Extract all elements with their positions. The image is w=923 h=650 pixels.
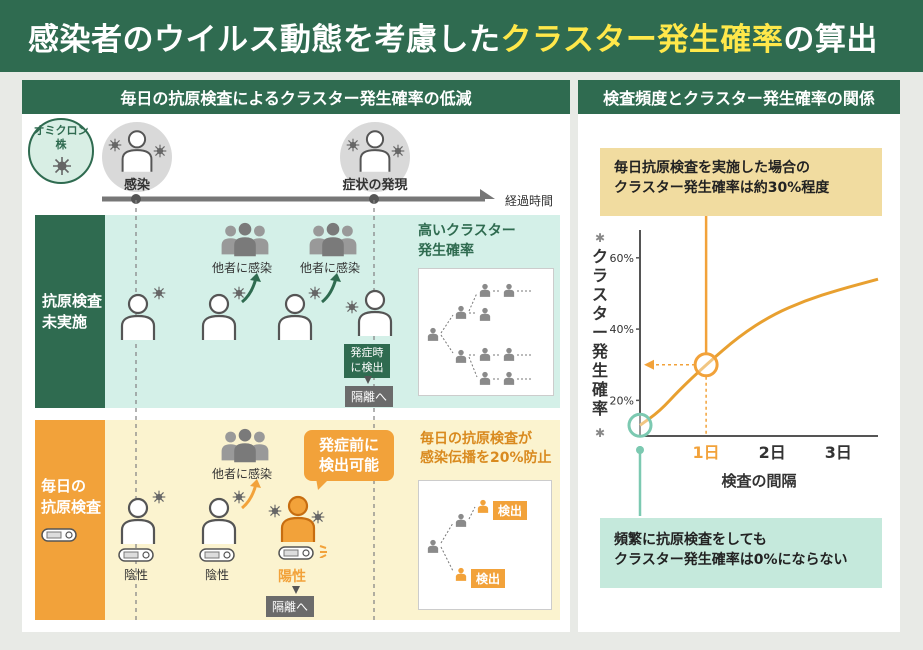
- detected-tag-2: 検出: [471, 569, 506, 588]
- virus-icon: [52, 156, 72, 176]
- virus-icon: [153, 144, 167, 158]
- y-axis-label-char: ラ: [592, 266, 608, 285]
- negative-label-1: 陰性: [124, 568, 149, 582]
- virus-icon: [152, 286, 166, 300]
- infection-label: 感染: [123, 178, 150, 193]
- virus-icon: [345, 300, 359, 314]
- series-line: [639, 277, 879, 427]
- detect-at-onset-tag: 発症時 に検出: [344, 344, 390, 378]
- right-panel-header: 検査頻度とクラスター発生確率の関係: [578, 80, 900, 114]
- group-icon: [218, 222, 272, 258]
- virus-mark-icon: ✱: [595, 426, 605, 440]
- highlight-marker: [693, 352, 719, 378]
- y-tick-label: 20%: [610, 394, 634, 407]
- positive-label: 陽性: [278, 569, 306, 585]
- arrow-down-icon: [292, 586, 300, 594]
- coughing-person-icon: [355, 288, 395, 338]
- y-axis-label-char: 生: [592, 361, 608, 380]
- antigen-kit-icon: [41, 528, 77, 542]
- prevent-transmission-label: 毎日の抗原検査が 感染伝播を20%防止: [420, 431, 552, 466]
- no-test-label: 抗原検査 未実施: [35, 215, 105, 408]
- virus-icon: [152, 490, 166, 504]
- symptom-label: 症状の発現: [342, 178, 408, 193]
- title-part-2: クラスター発生確率: [500, 21, 784, 58]
- virus-icon: [108, 138, 122, 152]
- timeline-arrow: [102, 189, 495, 204]
- isolate-tag-daily: 隔離へ: [266, 596, 315, 617]
- x-tick-label: 2日: [759, 443, 786, 462]
- arrow-up-icon: [241, 273, 261, 304]
- y-axis-label-char: ス: [592, 285, 608, 304]
- person-icon: [119, 128, 155, 174]
- infect-others-label-daily: 他者に感染: [212, 467, 273, 481]
- coughing-person-icon: [357, 128, 393, 174]
- elapsed-time-label: 経過時間: [505, 194, 554, 208]
- antigen-kit-icon: [278, 546, 314, 560]
- y-axis-label-char: 発: [591, 342, 609, 361]
- infect-others-label-2: 他者に感染: [300, 261, 361, 275]
- virus-mark-icon: ✱: [595, 231, 605, 245]
- negative-label-2: 陰性: [205, 568, 230, 582]
- alert-mark-icon: [319, 545, 327, 558]
- virus-icon: [311, 510, 325, 524]
- callout-tail: [316, 478, 330, 490]
- left-panel-header: 毎日の抗原検査によるクラスター発生確率の低減: [22, 80, 570, 114]
- y-axis-label-char: ク: [592, 247, 608, 266]
- infection-stage-circle: 感染: [102, 122, 172, 193]
- page-title: 感染者のウイルス動態を考慮した クラスター発生確率 の算出: [0, 0, 923, 72]
- y-axis-label-char: ー: [592, 323, 608, 342]
- timeline-dashes: [135, 200, 375, 620]
- spread-network-low: 検出 検出: [418, 480, 552, 610]
- y-axis-label-char: 確: [592, 380, 608, 399]
- y-tick-label: 40%: [610, 323, 634, 336]
- connector-dot: [636, 446, 644, 454]
- arrow-up-icon: [321, 273, 341, 304]
- virus-badge: オミクロン 株: [28, 118, 94, 184]
- y-tick-label: 60%: [610, 252, 634, 265]
- x-axis-label: 検査の間隔: [721, 472, 796, 490]
- infect-others-label-1: 他者に感染: [212, 261, 273, 275]
- title-part-3: の算出: [783, 21, 878, 58]
- x-tick-label: 1日: [693, 443, 720, 462]
- antigen-kit-icon: [118, 548, 154, 562]
- detected-tag-1: 検出: [493, 501, 528, 520]
- group-icon: [306, 222, 360, 258]
- daily-test-label: 毎日の 抗原検査: [35, 420, 105, 620]
- high-prob-label: 高いクラスター 発生確率: [418, 223, 516, 259]
- symptom-stage-circle: 症状の発現: [340, 122, 410, 193]
- arrow-down-icon: [364, 376, 372, 384]
- detect-before-onset-callout: 発症前に 検出可能: [304, 430, 394, 481]
- highlight-marker: [627, 412, 653, 438]
- isolate-tag-no-test: 隔離へ: [345, 386, 394, 407]
- title-part-1: 感染者のウイルス動態を考慮した: [28, 21, 501, 58]
- bottom-note-box: 頻繁に抗原検査をしても クラスター発生確率は0%にならない: [600, 518, 882, 588]
- virus-icon: [346, 138, 360, 152]
- virus-icon: [391, 144, 405, 158]
- antigen-kit-icon: [199, 548, 235, 562]
- virus-icon: [268, 504, 282, 518]
- marker-guide-arrowhead: [644, 359, 654, 370]
- spread-network-high: [418, 268, 554, 396]
- group-icon: [218, 428, 272, 464]
- arrow-up-icon: [241, 479, 261, 510]
- top-note-box: 毎日抗原検査を実施した場合の クラスター発生確率は約30%程度: [600, 148, 882, 216]
- virus-badge-label: オミクロン 株: [33, 124, 89, 151]
- x-tick-label: 3日: [825, 443, 852, 462]
- y-axis-label-char: 率: [592, 399, 608, 418]
- y-axis-label-char: タ: [592, 304, 608, 323]
